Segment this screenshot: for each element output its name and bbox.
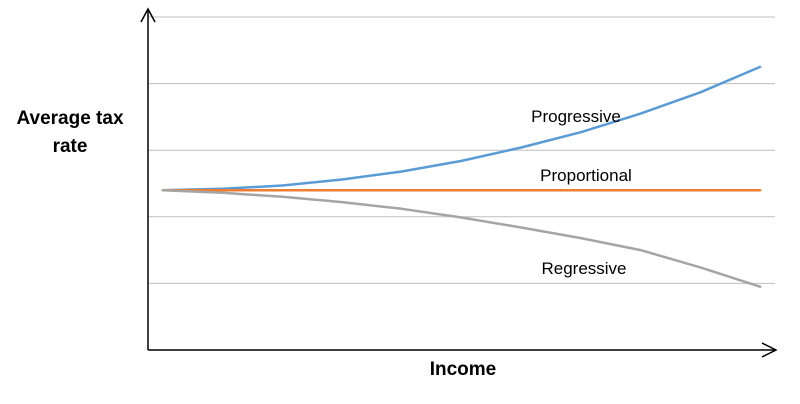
series-label-progressive: Progressive (531, 107, 621, 126)
y-axis-label-line-2: rate (53, 136, 88, 157)
y-axis-arrow-icon (140, 7, 156, 23)
axes (140, 7, 778, 358)
series-line-regressive (161, 188, 762, 288)
series-line-progressive (161, 65, 762, 192)
series-label-regressive: Regressive (541, 259, 626, 278)
gridlines (148, 16, 775, 284)
series-label-proportional: Proportional (540, 166, 632, 185)
x-axis-label: Income (430, 359, 497, 380)
series-lines (161, 65, 762, 288)
x-axis-arrow-icon (761, 342, 778, 358)
y-axis-label-line-1: Average tax (16, 108, 123, 129)
